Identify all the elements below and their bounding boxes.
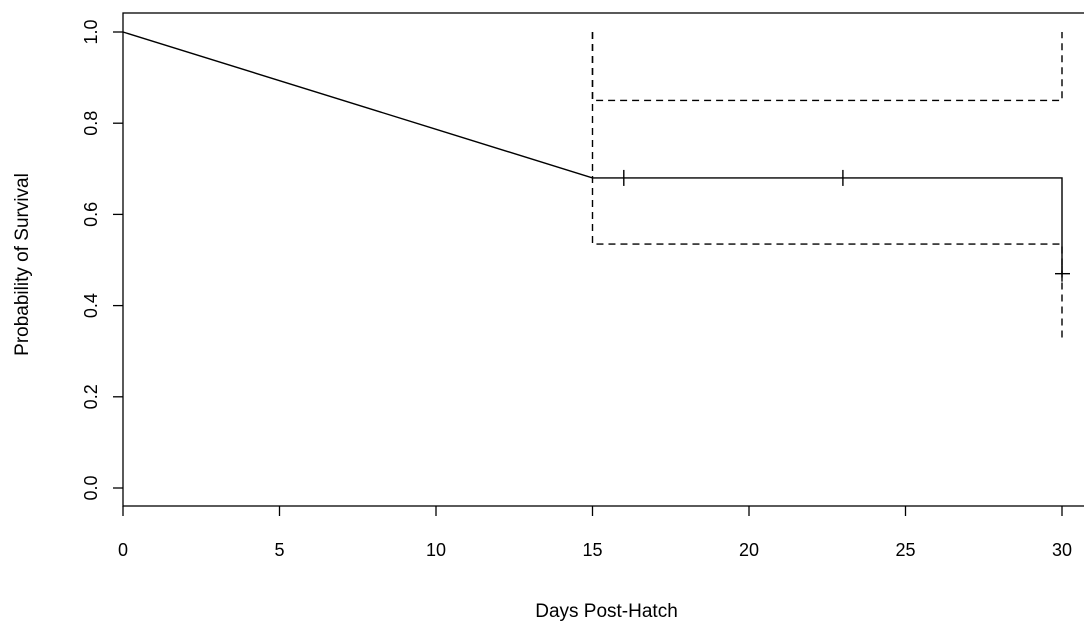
y-tick-label: 0.6 bbox=[81, 202, 101, 227]
plot-frame bbox=[122, 12, 1084, 507]
y-tick-label: 1.0 bbox=[81, 19, 101, 44]
x-tick-label: 15 bbox=[582, 540, 602, 560]
survival-curve-line bbox=[122, 31, 1063, 274]
x-tick-label: 25 bbox=[895, 540, 915, 560]
y-tick-label: 0.8 bbox=[81, 111, 101, 136]
confidence-bound-line bbox=[591, 32, 1063, 102]
x-tick-label: 10 bbox=[426, 540, 446, 560]
y-tick-label: 0.2 bbox=[81, 384, 101, 409]
x-tick-label: 30 bbox=[1052, 540, 1072, 560]
y-tick-label: 0.4 bbox=[81, 293, 101, 318]
x-tick-label: 5 bbox=[274, 540, 284, 560]
x-axis: 0 5 10 15 20 25 30 bbox=[118, 506, 1072, 560]
confidence-bound-line bbox=[591, 32, 1063, 338]
x-tick-label: 0 bbox=[118, 540, 128, 560]
y-axis: 0.0 0.2 0.4 0.6 0.8 1.0 bbox=[81, 19, 123, 501]
x-axis-title: Days Post-Hatch bbox=[535, 601, 678, 622]
axes-layer: 0 5 10 15 20 25 30 0.0 0.2 0.4 0.6 0.8 1.0 bbox=[81, 12, 1084, 560]
y-axis-title: Probability of Survival bbox=[12, 173, 33, 356]
series-layer bbox=[122, 31, 1070, 338]
y-tick-label: 0.0 bbox=[81, 475, 101, 500]
x-tick-label: 20 bbox=[739, 540, 759, 560]
